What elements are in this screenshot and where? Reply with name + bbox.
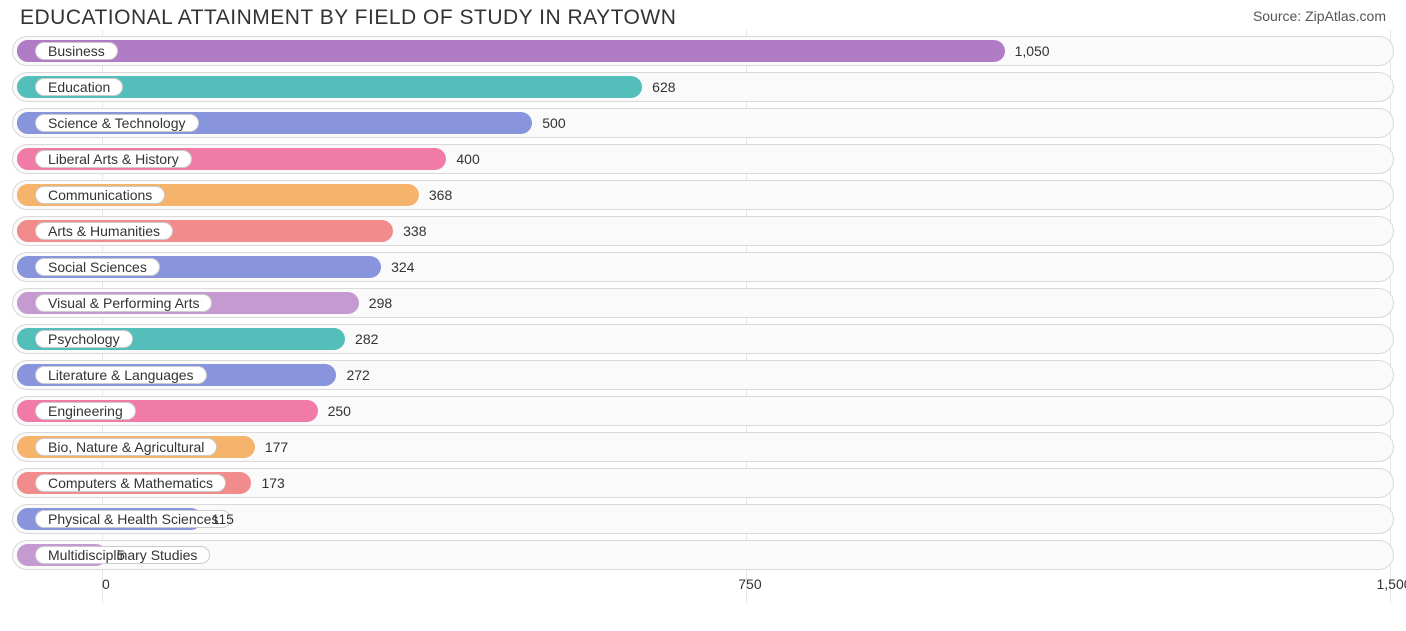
category-pill: Literature & Languages	[35, 366, 207, 384]
value-label: 500	[532, 112, 565, 134]
bar-row: Education 628	[12, 72, 1394, 102]
value-label: 324	[381, 256, 414, 278]
x-axis: 07501,500	[16, 576, 1390, 604]
category-pill: Communications	[35, 186, 165, 204]
value-label: 368	[419, 184, 452, 206]
chart-area: Business 1,050 Education 628 Science & Techn…	[12, 36, 1394, 570]
category-pill: Education	[35, 78, 123, 96]
value-label: 115	[202, 508, 234, 530]
bar-row: Multidisciplinary Studies5	[12, 540, 1394, 570]
category-pill: Psychology	[35, 330, 133, 348]
chart-title: EDUCATIONAL ATTAINMENT BY FIELD OF STUDY…	[20, 6, 676, 30]
category-pill: Bio, Nature & Agricultural	[35, 438, 217, 456]
value-label: 338	[393, 220, 426, 242]
bar-row: Psychology 282	[12, 324, 1394, 354]
category-pill: Arts & Humanities	[35, 222, 173, 240]
bar-row: Business 1,050	[12, 36, 1394, 66]
category-pill: Science & Technology	[35, 114, 199, 132]
axis-tick: 750	[738, 576, 761, 592]
value-label: 282	[345, 328, 378, 350]
value-label: 173	[251, 472, 284, 494]
bar-row: Bio, Nature & Agricultural 177	[12, 432, 1394, 462]
bar-row: Science & Technology 500	[12, 108, 1394, 138]
bar-row: Visual & Performing Arts 298	[12, 288, 1394, 318]
value-label: 250	[318, 400, 351, 422]
bar-row: Arts & Humanities 338	[12, 216, 1394, 246]
chart-header: EDUCATIONAL ATTAINMENT BY FIELD OF STUDY…	[0, 0, 1406, 32]
value-label: 628	[642, 76, 675, 98]
axis-tick: 1,500	[1376, 576, 1406, 592]
value-label: 5	[107, 544, 125, 566]
value-label: 177	[255, 436, 288, 458]
bar	[17, 40, 1005, 62]
bar-row: Literature & Languages 272	[12, 360, 1394, 390]
chart-source: Source: ZipAtlas.com	[1253, 6, 1386, 24]
category-pill: Business	[35, 42, 118, 60]
bar-row: Liberal Arts & History 400	[12, 144, 1394, 174]
category-pill: Liberal Arts & History	[35, 150, 192, 168]
bar-row: Social Sciences 324	[12, 252, 1394, 282]
bar-row: Physical & Health Sciences115	[12, 504, 1394, 534]
value-label: 298	[359, 292, 392, 314]
value-label: 400	[446, 148, 479, 170]
category-pill: Engineering	[35, 402, 136, 420]
axis-tick: 0	[102, 576, 110, 592]
category-pill: Visual & Performing Arts	[35, 294, 212, 312]
value-label: 1,050	[1005, 40, 1050, 62]
value-label: 272	[336, 364, 369, 386]
category-pill: Social Sciences	[35, 258, 160, 276]
bar-row: Communications 368	[12, 180, 1394, 210]
category-pill: Computers & Mathematics	[35, 474, 226, 492]
bar-row: Computers & Mathematics 173	[12, 468, 1394, 498]
bar-row: Engineering 250	[12, 396, 1394, 426]
